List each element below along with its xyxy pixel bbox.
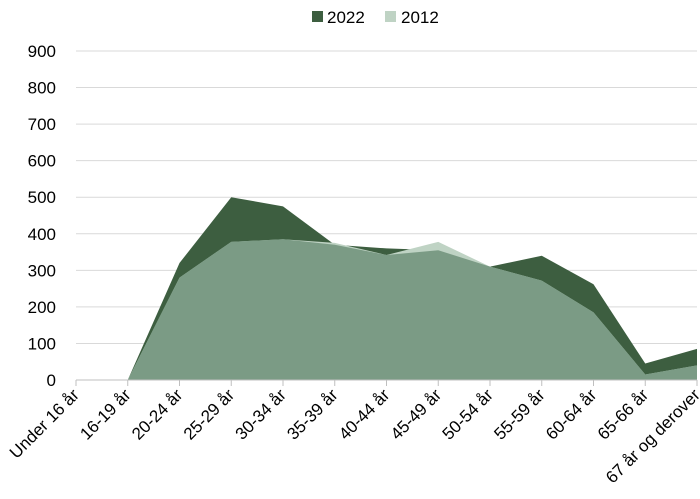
x-tick-label: 25-29 år [180,385,238,443]
y-tick-label: 700 [28,115,56,134]
y-tick-label: 0 [47,371,56,390]
x-tick-label: 67 år og derover [602,385,700,487]
legend-label-2022: 2022 [327,8,365,27]
x-tick-label: 55-59 år [490,385,548,443]
y-tick-label: 400 [28,225,56,244]
legend-label-2012: 2012 [401,8,439,27]
x-tick-label: 50-54 år [439,385,497,443]
x-tick-label: 40-44 år [335,385,393,443]
legend: 2022 2012 [312,8,439,27]
x-tick-label: 35-39 år [283,385,341,443]
y-tick-label: 600 [28,152,56,171]
legend-swatch-2012 [385,11,396,22]
y-tick-label: 100 [28,334,56,353]
y-tick-label: 300 [28,261,56,280]
y-tick-label: 200 [28,298,56,317]
x-tick-label: 45-49 år [387,385,445,443]
x-tick-label: 16-19 år [76,385,134,443]
x-tick-label: 60-64 år [542,385,600,443]
y-tick-label: 500 [28,188,56,207]
legend-swatch-2022 [312,11,323,22]
y-tick-label: 900 [28,42,56,61]
x-tick-label: 30-34 år [232,385,290,443]
y-tick-label: 800 [28,79,56,98]
x-tick-label: Under 16 år [6,385,83,462]
overlap-area [76,239,697,380]
plot-area [76,197,697,380]
x-tick-label: 20-24 år [128,385,186,443]
y-axis: 0 100 200 300 400 500 600 700 800 900 [28,42,56,390]
